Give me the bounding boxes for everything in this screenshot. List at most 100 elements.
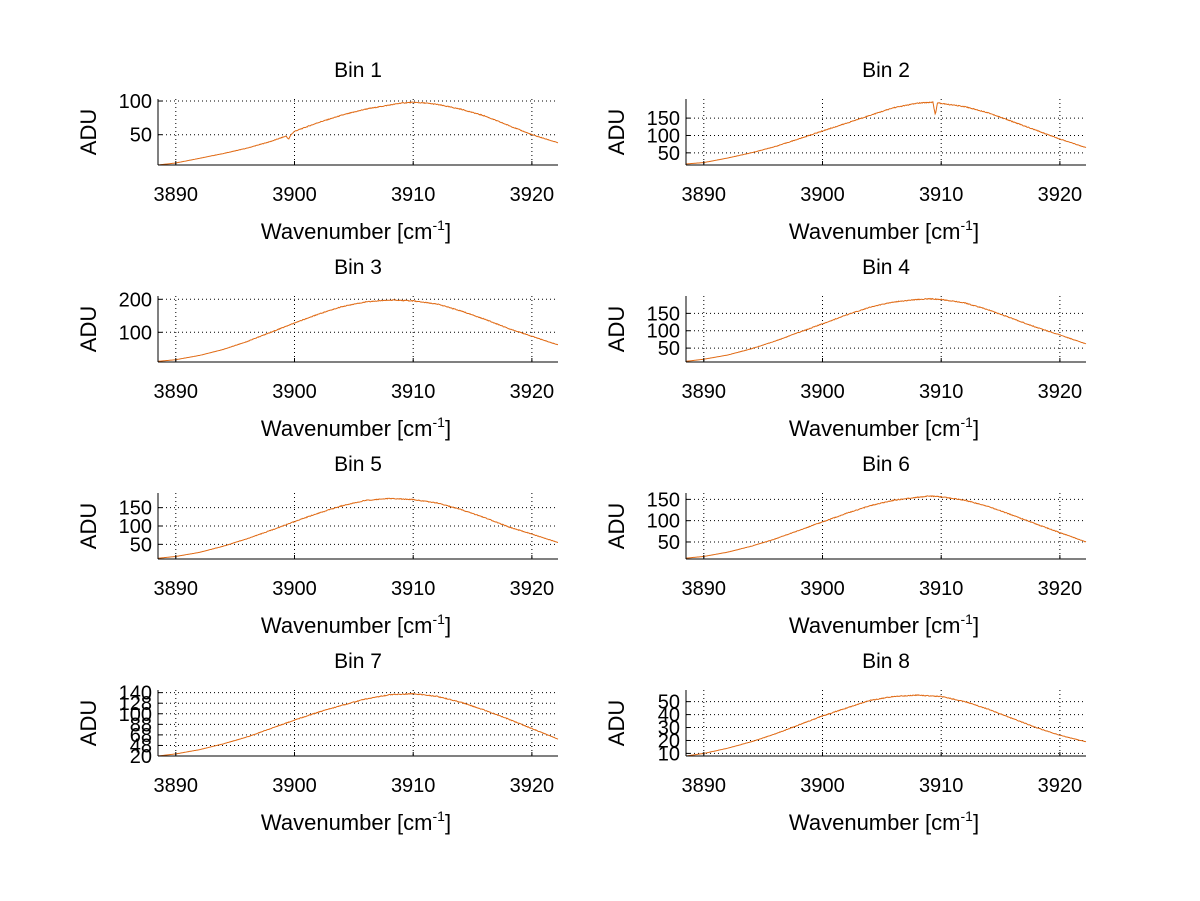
x-axis-label: Wavenumber [cm-1] [789, 611, 979, 638]
y-tick-label: 68 [130, 725, 152, 747]
y-tick-label: 30 [658, 718, 680, 740]
spectrum-line [157, 101, 559, 166]
subplot-title: Bin 6 [862, 453, 910, 476]
spectrum-line [157, 299, 559, 362]
x-tick-label: 3890 [154, 578, 199, 600]
y-tick-label: 140 [119, 683, 152, 705]
x-tick-label: 3920 [1038, 775, 1083, 797]
y-tick-label: 40 [658, 705, 680, 727]
y-tick-label: 128 [119, 693, 152, 715]
y-tick-label: 150 [647, 108, 680, 130]
x-tick-label: 3900 [800, 578, 845, 600]
x-axis-label: Wavenumber [cm-1] [789, 414, 979, 441]
subplot-title: Bin 5 [334, 453, 382, 476]
y-tick-label: 10 [658, 743, 680, 765]
y-axis-label: ADU [604, 700, 629, 746]
y-tick-label: 100 [647, 511, 680, 533]
x-tick-label: 3910 [391, 578, 436, 600]
subplot-title: Bin 4 [862, 256, 910, 279]
y-axis-label: ADU [76, 306, 101, 352]
y-axis-label: ADU [604, 109, 629, 155]
y-tick-label: 48 [130, 735, 152, 757]
y-axis-label: ADU [604, 503, 629, 549]
subplot-title: Bin 1 [334, 59, 382, 82]
x-tick-label: 3890 [682, 578, 727, 600]
subplot-title: Bin 3 [334, 256, 382, 279]
spectrum-line [685, 495, 1087, 559]
x-tick-label: 3890 [682, 775, 727, 797]
x-tick-label: 3890 [682, 381, 727, 403]
y-axis-label: ADU [76, 700, 101, 746]
x-tick-label: 3910 [919, 578, 964, 600]
y-tick-label: 88 [130, 714, 152, 736]
spectrum-line [685, 297, 1087, 362]
x-tick-label: 3910 [919, 184, 964, 206]
x-axis-label: Wavenumber [cm-1] [789, 217, 979, 244]
subplot-bin-3: 3890 3900 3910 3920 100 200 Bin 3 ADU Wavenumber… [76, 256, 559, 441]
x-tick-label: 3900 [800, 775, 845, 797]
y-tick-label: 100 [119, 516, 152, 538]
x-tick-label: 3920 [1038, 381, 1083, 403]
y-axis-label: ADU [76, 109, 101, 155]
x-tick-label: 3890 [154, 184, 199, 206]
x-tick-label: 3910 [391, 184, 436, 206]
x-tick-label: 3910 [919, 381, 964, 403]
spectrum-line [157, 692, 559, 757]
x-tick-label: 3900 [272, 184, 317, 206]
x-tick-label: 3890 [154, 381, 199, 403]
x-tick-label: 3900 [272, 775, 317, 797]
y-tick-label: 50 [130, 534, 152, 556]
x-tick-label: 3910 [391, 381, 436, 403]
x-tick-label: 3900 [272, 381, 317, 403]
x-axis-label: Wavenumber [cm-1] [789, 808, 979, 835]
y-tick-label: 50 [658, 143, 680, 165]
x-tick-label: 3920 [510, 381, 555, 403]
y-tick-label: 100 [647, 321, 680, 343]
subplot-bin-1: 3890 3900 3910 3920 50 100 Bin 1 ADU Wavenumber … [76, 59, 559, 244]
x-tick-label: 3890 [154, 775, 199, 797]
x-axis-label: Wavenumber [cm-1] [261, 414, 451, 441]
y-axis-label: ADU [604, 306, 629, 352]
x-axis-label: Wavenumber [cm-1] [261, 808, 451, 835]
spectrum-line [157, 497, 559, 559]
x-tick-label: 3900 [800, 184, 845, 206]
y-tick-label: 150 [647, 303, 680, 325]
x-tick-label: 3920 [1038, 184, 1083, 206]
y-tick-label: 100 [647, 125, 680, 147]
y-tick-label: 50 [658, 532, 680, 554]
x-tick-label: 3910 [391, 775, 436, 797]
y-tick-label: 100 [119, 322, 152, 344]
subplot-title: Bin 7 [334, 650, 382, 673]
x-tick-label: 3920 [1038, 578, 1083, 600]
spectrum-line [685, 101, 1087, 165]
y-tick-label: 100 [119, 704, 152, 726]
y-tick-label: 50 [658, 692, 680, 714]
x-tick-label: 3920 [510, 184, 555, 206]
subplot-title: Bin 2 [862, 59, 910, 82]
y-tick-label: 50 [130, 125, 152, 147]
y-tick-label: 20 [130, 746, 152, 768]
x-tick-label: 3900 [272, 578, 317, 600]
y-tick-label: 100 [119, 91, 152, 113]
x-tick-label: 3920 [510, 775, 555, 797]
x-axis-label: Wavenumber [cm-1] [261, 217, 451, 244]
x-tick-label: 3900 [800, 381, 845, 403]
x-axis-label: Wavenumber [cm-1] [261, 611, 451, 638]
y-tick-label: 150 [647, 489, 680, 511]
y-tick-label: 150 [119, 498, 152, 520]
subplot-title: Bin 8 [862, 650, 910, 673]
y-tick-label: 200 [119, 289, 152, 311]
y-tick-label: 20 [658, 730, 680, 752]
x-tick-label: 3920 [510, 578, 555, 600]
spectrum-line [685, 694, 1087, 757]
y-tick-label: 50 [658, 338, 680, 360]
x-tick-label: 3890 [682, 184, 727, 206]
x-tick-label: 3910 [919, 775, 964, 797]
